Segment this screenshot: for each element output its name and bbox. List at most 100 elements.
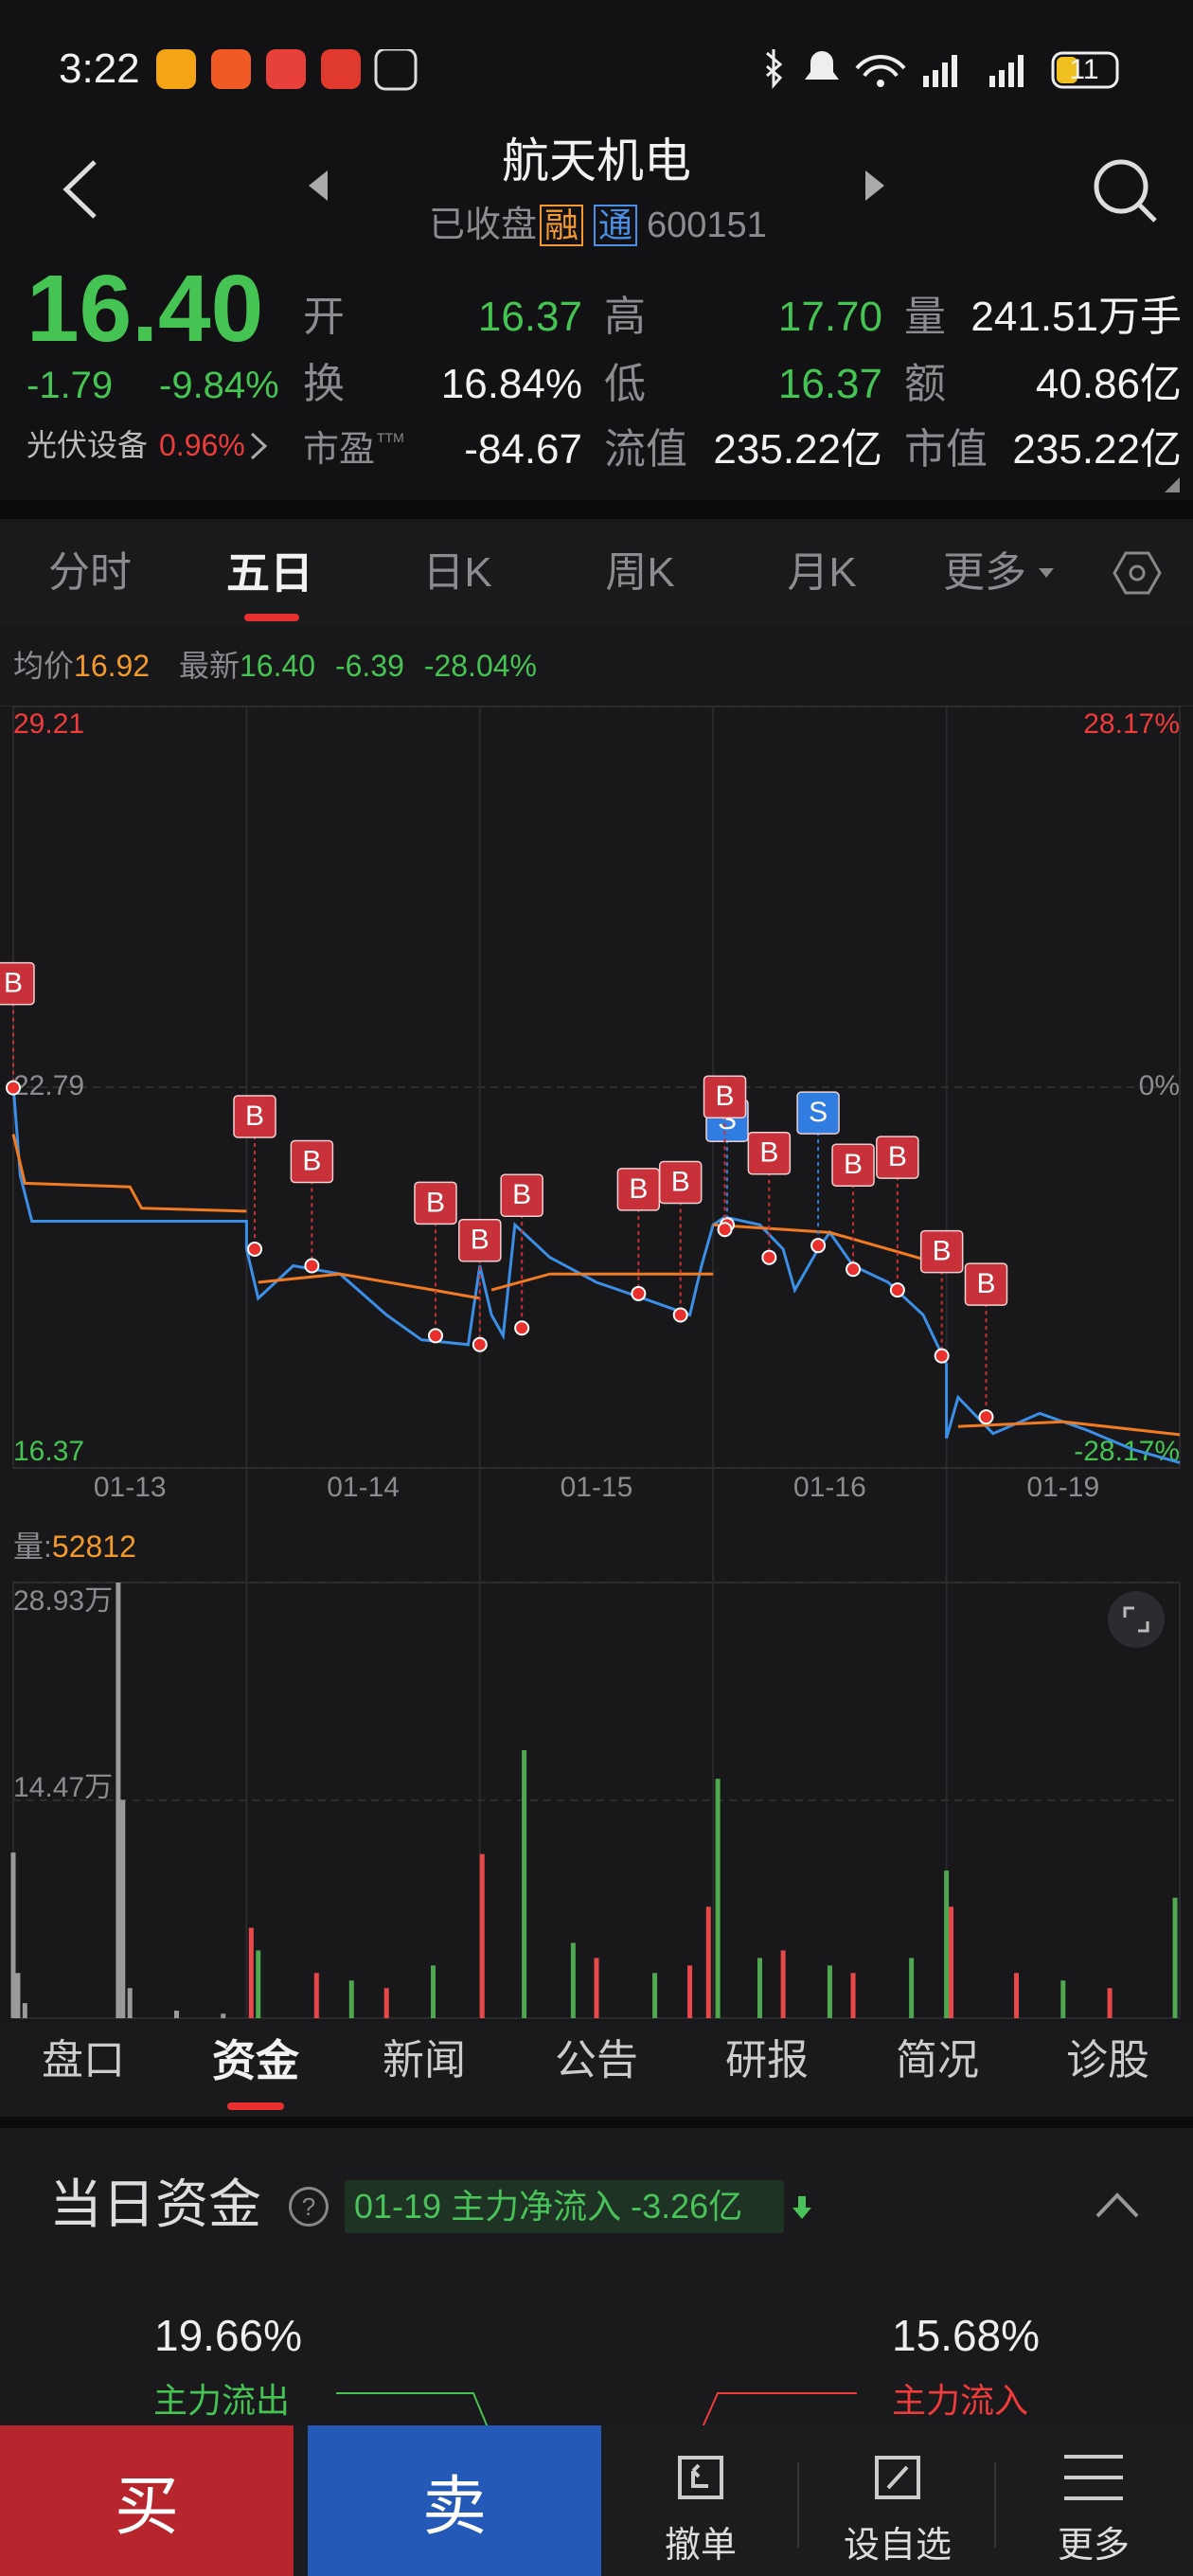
trade-badge [919, 1229, 964, 1274]
y2-tick-label: 28.17% [1083, 708, 1180, 740]
volume-bar [221, 2013, 226, 2018]
info-tabs [0, 2022, 1193, 2117]
volume-title: 量:52812 [13, 1531, 136, 1562]
chart-tab[interactable]: 更多 [943, 549, 1026, 596]
y2-tick-label: 0% [1139, 1070, 1180, 1101]
field-label: 市盈 [303, 430, 376, 470]
trade-label: B [759, 1137, 778, 1169]
prev-stock[interactable] [305, 169, 333, 203]
trade-badge [233, 1095, 276, 1138]
help-icon[interactable]: ? [289, 2187, 329, 2227]
outflow-label: 主力流出 [153, 2381, 291, 2420]
sector-arrow[interactable] [248, 431, 271, 461]
field-label: 换 [303, 361, 345, 407]
trade-dot [978, 1409, 994, 1425]
trade-label: B [844, 1149, 863, 1180]
search-button[interactable] [1091, 156, 1162, 227]
trade-label: B [888, 1141, 907, 1172]
x-tick-label: 01-15 [561, 1472, 633, 1503]
info-tab-active[interactable]: 资金 [212, 2036, 299, 2085]
info-tab[interactable]: 研报 [725, 2037, 809, 2084]
chart-tab[interactable]: 日K [422, 549, 492, 596]
info-value: 16.40 [240, 649, 316, 683]
chart-tab-active[interactable]: 五日 [226, 548, 313, 598]
chart-tab[interactable]: 月K [787, 549, 857, 596]
inflow-pct: 15.68% [892, 2311, 1041, 2360]
trade-label: B [933, 1236, 952, 1267]
volume-bar [1107, 1988, 1113, 2018]
x-tick-label: 01-16 [793, 1472, 866, 1503]
chart-tab[interactable]: 周K [605, 549, 675, 596]
fullscreen-button[interactable] [1106, 1589, 1166, 1650]
trade-label: B [426, 1187, 445, 1218]
info-label: 最新 [178, 649, 240, 683]
volume-bar [949, 1906, 954, 2018]
info-tab[interactable]: 盘口 [42, 2037, 125, 2084]
field-value: 16.84% [440, 361, 582, 407]
volume-bar [757, 1958, 762, 2018]
volume-latest: 52812 [51, 1530, 136, 1564]
trade-dot [472, 1336, 488, 1352]
volume-bar [652, 1973, 658, 2018]
trade-badge [703, 1075, 747, 1119]
volume-bar [944, 1870, 950, 2018]
back-button[interactable] [57, 156, 104, 223]
info-value: -6.39 [334, 649, 404, 683]
cancel-button[interactable]: 撤单 [664, 2526, 738, 2566]
volume-bar [1014, 1973, 1020, 2018]
status-right-icons [766, 49, 1119, 89]
volume-bar [827, 1965, 832, 2018]
field-label: 额 [904, 361, 946, 407]
info-tab[interactable]: 公告 [555, 2037, 638, 2084]
volume-bar [850, 1973, 856, 2018]
trade-label: B [716, 1081, 735, 1112]
last-price: 16.40 [27, 256, 264, 362]
field-label: 低 [604, 361, 646, 407]
trade-dot [810, 1238, 827, 1254]
info-tab[interactable]: 简况 [896, 2037, 979, 2084]
divider [994, 2462, 996, 2548]
volume-bar [120, 1799, 126, 2018]
trade-dot [631, 1285, 647, 1301]
price-line [11, 1134, 1181, 1437]
chart-tabs [0, 519, 1193, 625]
more-button[interactable]: 更多 [1057, 2526, 1131, 2566]
chart-tab[interactable]: 分时 [48, 549, 132, 596]
field-label: 高 [604, 294, 646, 340]
trade-label: B [245, 1100, 264, 1132]
x-tick-label: 01-14 [327, 1472, 400, 1503]
trade-dot [672, 1307, 688, 1323]
trade-label: B [629, 1173, 648, 1205]
info-tab[interactable]: 诊股 [1066, 2037, 1149, 2084]
field-value: 235.22亿 [713, 426, 882, 473]
info-tab[interactable]: 新闻 [383, 2037, 466, 2084]
field-value: 17.70 [777, 294, 882, 340]
fund-panel [0, 2128, 1193, 2431]
volume-bar [248, 1927, 254, 2018]
trade-dot [934, 1348, 950, 1364]
divider [0, 500, 1193, 519]
collapse-button[interactable] [1094, 2188, 1141, 2222]
trade-badge [876, 1136, 919, 1179]
y-tick-label: 29.21 [13, 708, 84, 740]
volume-bar [431, 1965, 436, 2018]
trade-badge [964, 1262, 1008, 1306]
field-value: 16.37 [777, 361, 882, 407]
sell-button[interactable]: 卖 [308, 2425, 601, 2576]
expand-corner[interactable] [1163, 475, 1182, 494]
watch-button[interactable]: 设自选 [843, 2526, 953, 2566]
next-stock[interactable] [860, 169, 888, 203]
volume-bar [1172, 1897, 1178, 2018]
price-change: -1.79 [27, 365, 114, 406]
connect-tag: 通 [594, 205, 638, 246]
field-value: 235.22亿 [1012, 426, 1182, 473]
settings-button[interactable] [1113, 549, 1162, 597]
trade-badge [290, 1139, 334, 1184]
buy-button[interactable]: 买 [0, 2425, 294, 2576]
trade-label: B [671, 1166, 690, 1197]
stock-code: 600151 [647, 206, 767, 245]
trade-dot [247, 1241, 263, 1257]
volume-bar [22, 2003, 27, 2018]
volume-bar [705, 1906, 711, 2018]
